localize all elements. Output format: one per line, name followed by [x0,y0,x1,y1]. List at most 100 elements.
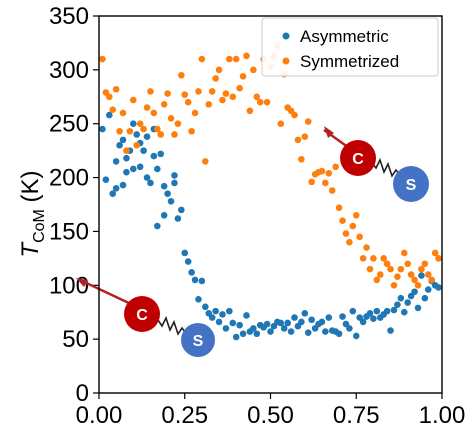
data-point-asymmetric [394,301,401,308]
data-point-symmetrized [421,260,429,268]
data-point-symmetrized [202,158,209,165]
data-point-asymmetric [239,330,247,338]
data-point-symmetrized [126,127,134,135]
data-point-symmetrized [219,96,226,104]
data-point-symmetrized [349,222,357,230]
data-point-symmetrized [133,141,141,149]
data-point-asymmetric [154,165,161,173]
y-tick-label: 250 [49,111,89,138]
data-point-symmetrized [171,131,178,138]
data-point-asymmetric [181,249,189,257]
data-point-symmetrized [359,255,367,262]
data-point-asymmetric [411,288,418,296]
data-point-asymmetric [109,190,117,198]
y-axis-label: TCoM (K) [17,170,48,257]
data-point-symmetrized [356,233,363,241]
data-point-asymmetric [219,311,226,318]
data-point-asymmetric [346,325,353,332]
data-point-symmetrized [226,55,233,63]
data-point-symmetrized [119,109,127,117]
data-point-asymmetric [232,333,240,341]
data-point-asymmetric [400,308,408,316]
data-point-asymmetric [226,307,233,315]
data-point-symmetrized [428,276,436,284]
legend: Asymmetric Symmetrized [261,17,439,77]
x-tick-label: 0.25 [161,402,208,428]
axis-ticks: 0.00 0.25 0.50 0.75 1.00 0 50 100 150 200 250 300 35… [49,3,465,428]
data-point-symmetrized [339,217,346,224]
data-point-symmetrized [147,88,154,95]
data-point-symmetrized [160,101,168,108]
data-point-asymmetric [140,147,147,154]
svg-text:TCoM (K): TCoM (K) [17,170,48,257]
data-point-asymmetric [112,158,120,165]
data-point-asymmetric [308,316,315,324]
data-point-symmetrized [164,90,171,97]
data-point-asymmetric [287,328,295,335]
data-point-asymmetric [253,330,261,338]
data-point-symmetrized [414,281,422,289]
data-point-asymmetric [130,120,137,128]
data-point-asymmetric [167,197,175,205]
series-symmetrized [99,42,442,289]
data-point-asymmetric [202,303,209,311]
y-tick-label: 300 [49,57,89,84]
data-point-symmetrized [229,93,237,101]
data-point-symmetrized [291,111,298,119]
data-point-asymmetric [318,318,326,326]
data-point-asymmetric [150,152,158,160]
data-point-symmetrized [400,249,408,257]
data-point-symmetrized [140,125,147,133]
y-axis-label-main: T [17,241,44,258]
data-point-asymmetric [102,176,110,184]
data-point-asymmetric [322,328,329,335]
data-point-symmetrized [404,260,412,268]
legend-marker-asymmetric [282,32,290,40]
data-point-asymmetric [164,190,171,198]
plot-frame [98,15,443,394]
data-point-symmetrized [383,260,391,268]
data-point-symmetrized [243,52,250,60]
data-point-symmetrized [123,147,130,154]
carbon-atom-right [340,140,376,176]
legend-marker-symmetrized [282,57,290,65]
data-point-asymmetric [229,319,237,327]
data-point-symmetrized [435,255,442,262]
data-point-symmetrized [253,93,261,101]
data-point-symmetrized [328,187,336,194]
data-point-symmetrized [407,271,415,278]
svg-text:C: C [352,151,364,168]
data-point-symmetrized [322,179,329,187]
data-point-asymmetric [123,154,130,162]
data-point-symmetrized [411,276,418,284]
data-point-symmetrized [188,127,195,135]
data-point-symmetrized [394,273,401,280]
data-point-asymmetric [359,318,367,326]
data-point-asymmetric [280,325,288,332]
data-point-asymmetric [352,332,360,340]
data-point-symmetrized [308,178,315,186]
data-point-asymmetric [301,309,309,317]
y-tick-label: 200 [49,165,89,192]
data-point-symmetrized [263,98,271,106]
data-point-symmetrized [236,84,243,92]
data-point-asymmetric [250,325,257,332]
data-point-symmetrized [256,98,264,106]
data-point-asymmetric [236,321,243,329]
data-point-symmetrized [366,265,374,273]
data-point-asymmetric [366,309,374,317]
data-point-asymmetric [387,327,394,334]
data-point-symmetrized [178,71,185,79]
svg-text:C: C [136,307,148,324]
data-point-asymmetric [119,181,127,189]
data-point-symmetrized [335,204,343,212]
data-point-asymmetric [112,185,120,192]
data-point-asymmetric [435,284,442,291]
data-point-symmetrized [195,88,202,95]
data-point-asymmetric [349,307,357,315]
data-point-asymmetric [335,330,343,338]
data-point-symmetrized [380,255,387,262]
data-point-asymmetric [397,294,405,302]
data-point-asymmetric [370,315,377,322]
